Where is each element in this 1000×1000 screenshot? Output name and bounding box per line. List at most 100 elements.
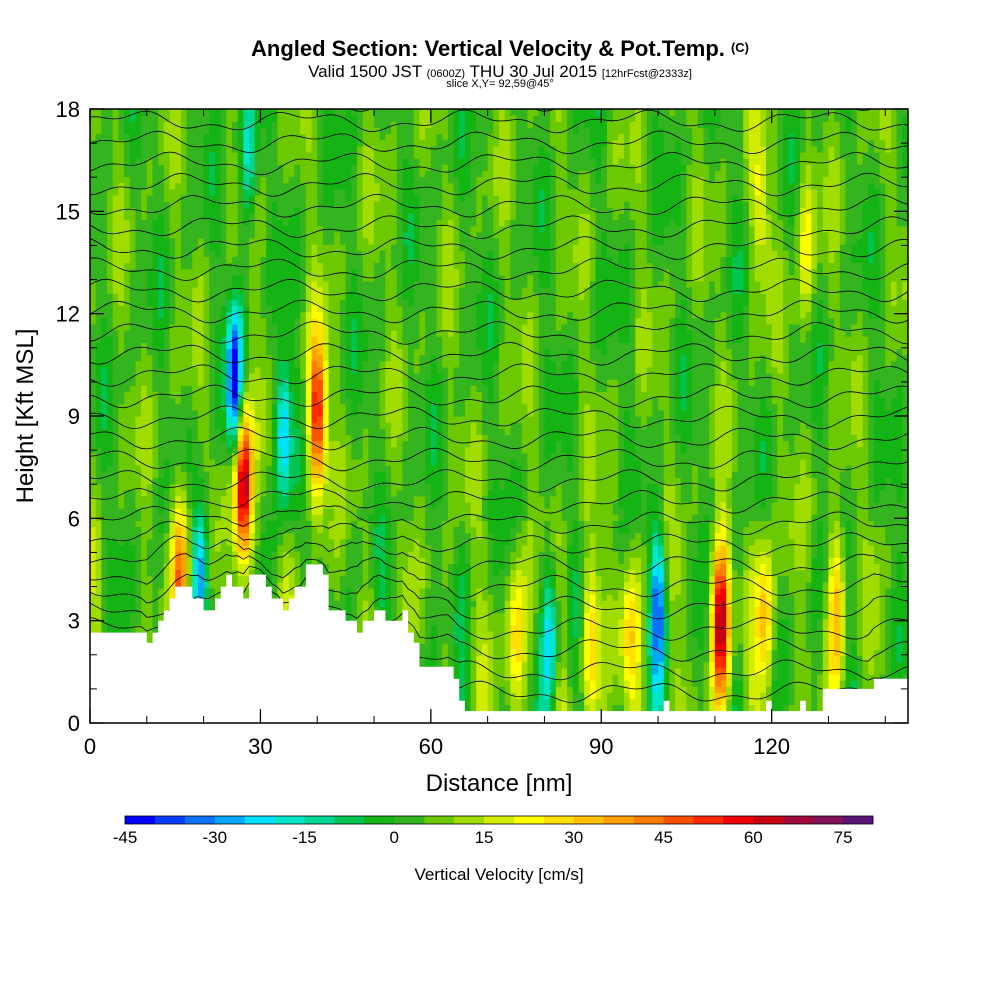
field-cell [90, 182, 97, 190]
field-cell [254, 532, 262, 540]
field-cell [362, 299, 369, 307]
field-cell [277, 280, 284, 288]
field-cell [345, 366, 352, 374]
field-cell [334, 428, 341, 436]
field-cell [254, 127, 262, 135]
field-cell [288, 158, 296, 165]
field-cell [203, 551, 210, 558]
field-cell [169, 458, 176, 466]
field-cell [351, 213, 358, 221]
field-cell [356, 231, 364, 239]
field-cell [163, 520, 171, 528]
field-cell [305, 465, 313, 472]
field-cell [237, 452, 244, 460]
field-cell [266, 293, 273, 300]
field-cell [294, 250, 301, 257]
field-cell [317, 213, 324, 221]
field-cell [146, 618, 154, 626]
field-cell [356, 127, 364, 135]
field-cell [146, 109, 154, 116]
field-cell [283, 587, 290, 595]
field-cell [141, 551, 148, 558]
field-cell [300, 551, 307, 558]
field-cell [135, 581, 142, 589]
field-cell [243, 391, 250, 399]
field-cell [322, 422, 330, 429]
field-cell [277, 422, 284, 429]
field-cell [300, 360, 307, 368]
field-cell [107, 366, 114, 374]
field-cell [237, 373, 244, 380]
field-cell [277, 274, 284, 282]
field-cell [334, 145, 341, 153]
field-cell [322, 366, 330, 374]
field-cell [141, 385, 148, 393]
field-cell [317, 127, 324, 135]
field-cell [311, 551, 318, 558]
field-cell [334, 225, 341, 233]
field-cell [277, 483, 284, 491]
field-cell [317, 299, 324, 307]
field-cell [146, 305, 154, 313]
field-cell [95, 557, 102, 564]
field-cell [300, 354, 307, 362]
field-cell [192, 544, 199, 552]
field-cell [237, 403, 244, 411]
field-cell [260, 280, 267, 288]
field-cell [328, 366, 335, 374]
field-cell [277, 182, 284, 190]
field-cell [226, 366, 233, 374]
field-cell [339, 508, 347, 515]
field-cell [169, 385, 176, 393]
field-cell [317, 188, 324, 196]
field-cell [254, 422, 262, 429]
field-cell [356, 293, 364, 300]
field-cell [192, 121, 199, 129]
field-cell [266, 256, 273, 264]
field-cell [232, 501, 239, 509]
field-cell [163, 121, 171, 129]
field-cell [214, 440, 222, 448]
field-cell [107, 624, 114, 632]
field-cell [237, 287, 244, 294]
field-cell [158, 151, 165, 159]
field-cell [288, 569, 296, 577]
field-cell [317, 317, 324, 325]
field-cell [271, 409, 279, 417]
field-cell [135, 139, 142, 147]
field-cell [294, 495, 301, 503]
field-cell [271, 551, 279, 558]
field-cell [175, 360, 182, 368]
field-cell [260, 182, 267, 190]
field-cell [220, 311, 227, 319]
field-cell [135, 213, 142, 221]
field-cell [351, 403, 358, 411]
field-cell [254, 465, 262, 472]
field-cell [118, 164, 125, 171]
field-cell [158, 274, 165, 282]
field-cell [175, 121, 182, 129]
field-cell [345, 287, 352, 294]
field-cell [339, 587, 347, 595]
field-cell [112, 483, 120, 491]
field-cell [283, 575, 290, 583]
field-cell [339, 133, 347, 141]
field-cell [288, 434, 296, 442]
field-cell [300, 121, 307, 129]
field-cell [356, 133, 364, 141]
field-cell [277, 348, 284, 356]
field-cell [112, 274, 120, 282]
field-cell [101, 231, 108, 239]
field-cell [345, 164, 352, 171]
field-cell [192, 403, 199, 411]
field-cell [203, 219, 210, 227]
field-cell [107, 483, 114, 491]
field-cell [209, 446, 216, 454]
field-cell [175, 557, 182, 564]
field-cell [226, 121, 233, 129]
field-cell [300, 311, 307, 319]
field-cell [214, 164, 222, 171]
field-cell [146, 403, 154, 411]
field-cell [118, 342, 125, 350]
field-cell [243, 551, 250, 558]
